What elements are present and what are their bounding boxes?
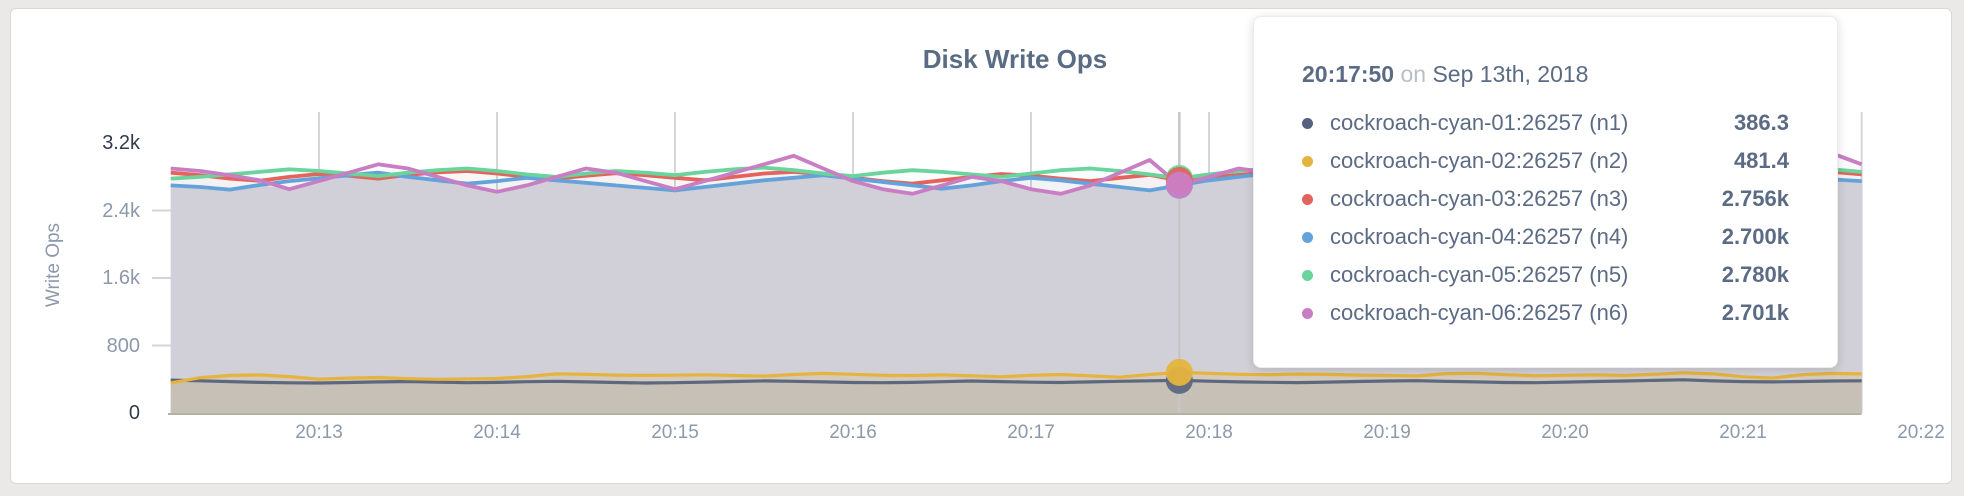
series-color-dot-icon xyxy=(1302,155,1313,167)
y-tick-label: 2.4k xyxy=(102,199,140,222)
tooltip-series-row: cockroach-cyan-01:26257 (n1) 386.3 xyxy=(1302,109,1789,137)
hover-point-n2 xyxy=(1165,358,1193,386)
series-value: 2.700k xyxy=(1721,224,1789,249)
hover-point-n6 xyxy=(1165,171,1193,199)
series-line-n1 xyxy=(170,378,1862,385)
tooltip-series-row: cockroach-cyan-03:26257 (n3) 2.756k xyxy=(1302,185,1789,213)
y-tick-label: 0 xyxy=(128,402,140,424)
series-area xyxy=(170,379,1862,413)
tooltip-time: 20:17:50 xyxy=(1302,61,1395,87)
series-name: cockroach-cyan-03:26257 (n3) xyxy=(1330,186,1629,211)
tooltip-series-row: cockroach-cyan-02:26257 (n2) 481.4 xyxy=(1302,147,1789,175)
y-tick-label: 3.2k xyxy=(102,132,140,154)
tooltip-series-row: cockroach-cyan-04:26257 (n4) 2.700k xyxy=(1302,223,1789,251)
x-tick-label: 20:22 xyxy=(1897,422,1945,443)
x-tick-label: 20:13 xyxy=(295,422,343,443)
x-tick-label: 20:19 xyxy=(1363,422,1411,443)
x-tick-label: 20:14 xyxy=(473,422,521,443)
tooltip-date: Sep 13th, 2018 xyxy=(1432,61,1589,87)
series-value: 386.3 xyxy=(1733,110,1789,135)
series-value: 2.780k xyxy=(1721,262,1789,287)
x-tick-label: 20:20 xyxy=(1541,422,1589,443)
series-name: cockroach-cyan-04:26257 (n4) xyxy=(1330,224,1629,249)
series-value: 481.4 xyxy=(1733,148,1789,173)
series-color-dot-icon xyxy=(1302,193,1313,205)
tooltip-series-row: cockroach-cyan-06:26257 (n6) 2.701k xyxy=(1302,299,1789,327)
series-line-n2 xyxy=(170,370,1862,385)
series-value: 2.701k xyxy=(1721,300,1789,325)
tooltip-on-word: on xyxy=(1400,61,1427,87)
y-tick-label: 800 xyxy=(106,334,140,357)
series-value: 2.756k xyxy=(1721,186,1789,211)
series-color-dot-icon xyxy=(1302,307,1313,319)
series-name: cockroach-cyan-01:26257 (n1) xyxy=(1330,110,1629,135)
x-tick-label: 20:15 xyxy=(651,422,699,443)
tooltip-series-row: cockroach-cyan-05:26257 (n5) 2.780k xyxy=(1302,261,1789,289)
tooltip-rows: cockroach-cyan-01:26257 (n1) 386.3 cockr… xyxy=(1302,109,1789,327)
tooltip-header: 20:17:50 on Sep 13th, 2018 xyxy=(1302,61,1789,88)
x-tick-label: 20:16 xyxy=(829,422,877,443)
x-tick-label: 20:21 xyxy=(1719,422,1767,443)
x-tick-label: 20:18 xyxy=(1185,422,1233,443)
series-color-dot-icon xyxy=(1302,231,1313,243)
series-name: cockroach-cyan-02:26257 (n2) xyxy=(1330,148,1629,173)
series-color-dot-icon xyxy=(1302,117,1313,129)
chart-title: Disk Write Ops xyxy=(922,44,1108,74)
y-tick-label: 1.6k xyxy=(102,267,140,289)
hover-tooltip: 20:17:50 on Sep 13th, 2018 cockroach-cya… xyxy=(1253,16,1838,368)
series-color-dot-icon xyxy=(1302,269,1313,281)
series-name: cockroach-cyan-05:26257 (n5) xyxy=(1330,262,1629,287)
x-tick-label: 20:17 xyxy=(1007,422,1055,443)
series-name: cockroach-cyan-06:26257 (n6) xyxy=(1330,300,1629,325)
